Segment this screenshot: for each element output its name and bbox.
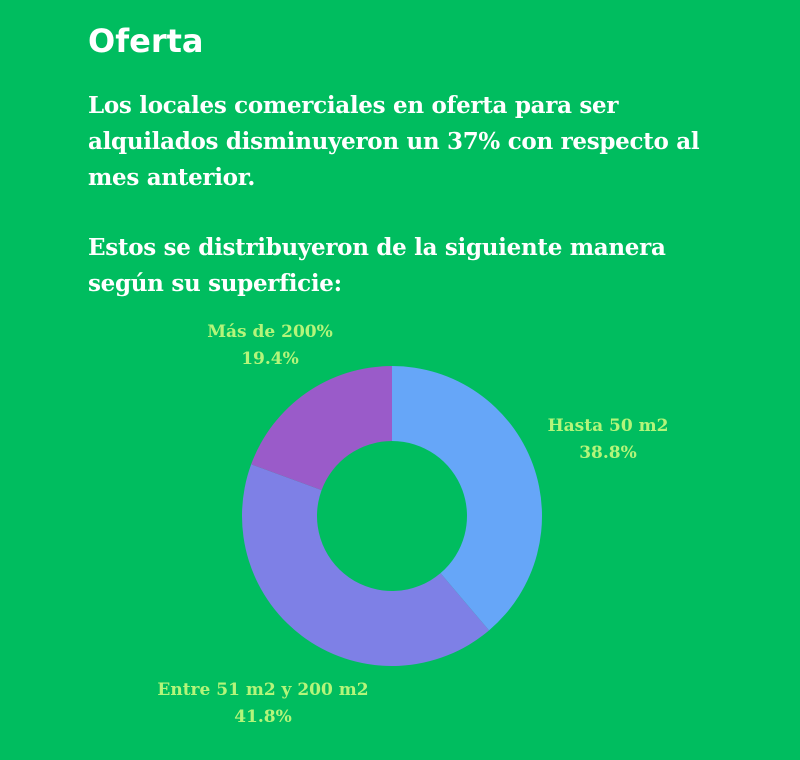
summary-paragraph: Los locales comerciales en oferta para s… xyxy=(88,92,700,191)
distribution-intro: Estos se distribuyeron de la siguiente m… xyxy=(88,234,666,297)
slice-category-label: Entre 51 m2 y 200 m2 xyxy=(157,680,368,700)
slice-value-label: 19.4% xyxy=(241,349,299,369)
slice-value-label: 41.8% xyxy=(234,707,292,727)
slice-value-label: 38.8% xyxy=(579,443,637,463)
slice-category-label: Más de 200% xyxy=(207,322,333,342)
page-title: Oferta xyxy=(88,22,204,60)
donut-slice-3 xyxy=(251,366,392,491)
donut-slice-1 xyxy=(392,366,543,631)
slice-category-label: Hasta 50 m2 xyxy=(548,416,669,436)
donut-slice-2 xyxy=(242,464,490,667)
